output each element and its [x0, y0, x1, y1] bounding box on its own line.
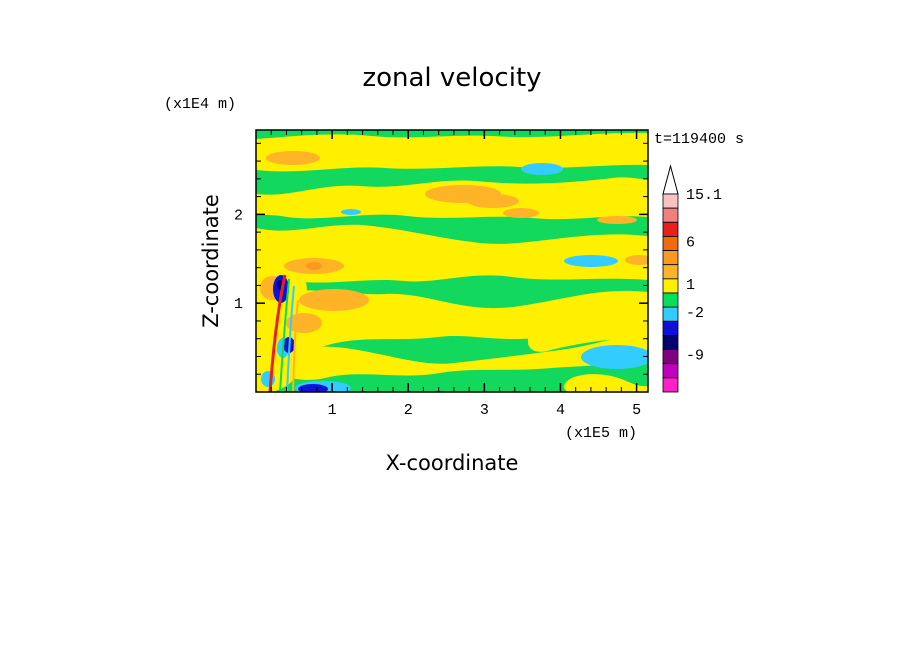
yellow-band-top-left [256, 132, 648, 172]
x-axis-label: X-coordinate [386, 451, 519, 475]
streak-3 [286, 285, 295, 392]
cyan-blob-3 [581, 345, 648, 369]
colorbar-swatch-14 [662, 377, 679, 393]
y-axis-ticks: 12 [234, 142, 648, 375]
colorbar-swatch-3 [662, 221, 679, 237]
y-tick-label: 1 [234, 296, 243, 313]
red-orange-blob [306, 262, 322, 270]
colorbar-swatch-1 [662, 193, 679, 209]
orange-blob-1 [266, 151, 320, 165]
colorbar-swatch-12 [662, 349, 679, 365]
plot-frame [255, 129, 649, 393]
chart-title: zonal velocity [362, 63, 541, 93]
cyan-blob-2 [564, 255, 618, 267]
colorbar-swatch-11 [662, 335, 679, 350]
x-unit-label: (x1E5 m) [565, 425, 637, 442]
x-tick-label: 2 [404, 402, 413, 419]
x-tick-label: 5 [632, 402, 641, 419]
orange-blob-5 [597, 216, 637, 224]
cyan-blob-1 [521, 163, 563, 175]
colorbar-swatch-4 [662, 236, 679, 251]
colorbar-swatch-9 [662, 306, 679, 322]
time-label: t=119400 s [654, 131, 744, 148]
colorbar-swatch-10 [662, 320, 679, 336]
streak-2 [279, 278, 290, 392]
orange-blob-8 [299, 289, 369, 311]
colorbar-label: 1 [686, 277, 695, 294]
streak-4 [292, 299, 299, 392]
colorbar-label: 15.1 [686, 187, 722, 204]
y-unit-label: (x1E4 m) [164, 96, 236, 113]
x-axis-ticks: 1 2 3 4 5 [270, 130, 641, 419]
y-tick-label: 2 [234, 207, 243, 224]
orange-blob-6 [625, 255, 648, 265]
orange-blob-3 [467, 194, 519, 208]
colorbar-label: -2 [686, 305, 704, 322]
blue-blob-3 [298, 384, 328, 392]
colorbar-label: 6 [686, 234, 695, 251]
colorbar-top-arrow [662, 164, 679, 195]
yellow-band-middle [256, 224, 648, 283]
velocity-field [256, 130, 648, 392]
x-tick-label: 4 [556, 402, 565, 419]
colorbar-swatch-5 [662, 250, 679, 266]
yellow-diagonal-lower-right [527, 317, 648, 352]
y-axis-label: Z-coordinate [199, 194, 223, 328]
colorbar-swatch-13 [662, 363, 679, 379]
x-tick-label: 1 [328, 402, 337, 419]
colorbar: 15.1 6 1 -2 -9 [662, 164, 722, 393]
colorbar-swatch-2 [662, 207, 679, 223]
orange-blob-4 [503, 208, 539, 218]
x-tick-label: 3 [480, 402, 489, 419]
colorbar-swatch-7 [662, 278, 679, 294]
cyan-blob-5 [341, 209, 361, 215]
yellow-band-bottom [262, 334, 648, 380]
streak-1 [268, 274, 287, 392]
colorbar-label: -9 [686, 348, 704, 365]
yellow-patch-lower-right [564, 374, 648, 392]
colorbar-swatch-8 [662, 292, 679, 308]
colorbar-swatch-6 [662, 264, 679, 280]
